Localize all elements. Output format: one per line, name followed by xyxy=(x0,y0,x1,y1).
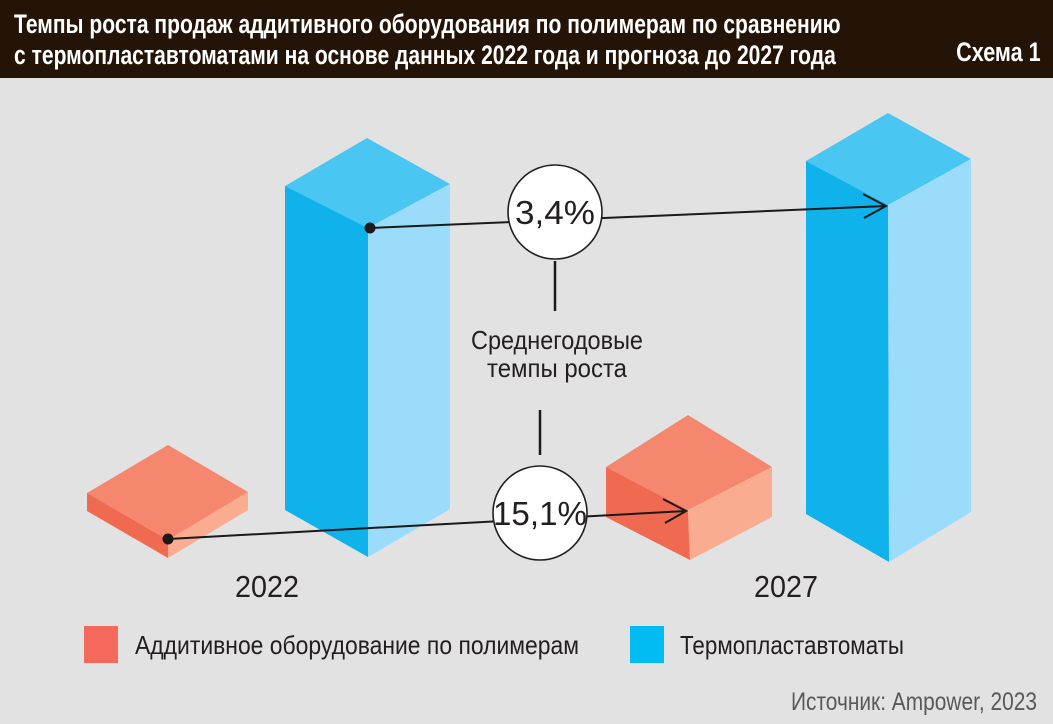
bar-additive-2022 xyxy=(87,445,248,558)
year-label-2027: 2027 xyxy=(754,569,818,604)
chart-title-line-2: с термопластавтоматами на основе данных … xyxy=(14,40,836,70)
bar-additive-2027-right-face xyxy=(688,467,772,560)
arrow-origin-dot-thermoplastic-icon xyxy=(364,222,376,234)
arrowhead-thermoplastic-icon xyxy=(862,193,889,219)
bar-thermoplastic-2022-right-face xyxy=(368,184,450,557)
legend-swatch-additive xyxy=(84,626,118,663)
bar-additive-2022-left-face xyxy=(87,493,168,558)
bar-thermoplastic-2022-top-face xyxy=(285,138,450,228)
chart-header: Темпы роста продаж аддитивного оборудова… xyxy=(0,0,1053,78)
bar-thermoplastic-2027 xyxy=(806,113,971,562)
growth-arrow-additive-line xyxy=(167,510,687,540)
bar-additive-2022-top-face xyxy=(87,445,248,540)
bar-thermoplastic-2022-left-face xyxy=(285,186,368,557)
bar-thermoplastic-2022 xyxy=(285,138,450,557)
growth-badge-thermoplastic xyxy=(507,164,603,260)
source-credit: Источник: Ampower, 2023 xyxy=(791,688,1037,716)
chart-area: 3,4% 15,1% Среднегодовые темпы роста 202… xyxy=(0,78,1053,724)
annotation-line-1: Среднегодовые xyxy=(471,325,643,355)
chart-canvas: 3,4% 15,1% Среднегодовые темпы роста 202… xyxy=(84,113,1037,716)
chart-title-line-1: Темпы роста продаж аддитивного оборудова… xyxy=(14,9,841,39)
legend: Аддитивное оборудование по полимерам Тер… xyxy=(84,626,904,663)
bar-additive-2022-right-face xyxy=(168,492,248,558)
growth-arrow-additive xyxy=(162,498,689,545)
growth-arrow-thermoplastic-line xyxy=(369,205,887,229)
growth-badge-additive xyxy=(492,465,588,561)
bar-additive-2027 xyxy=(606,415,772,560)
bar-additive-2027-top-face xyxy=(606,415,772,510)
growth-value-thermoplastic: 3,4% xyxy=(515,194,595,231)
bar-thermoplastic-2027-left-face xyxy=(806,161,889,562)
growth-arrow-thermoplastic xyxy=(364,193,889,234)
chart-title: Темпы роста продаж аддитивного оборудова… xyxy=(14,9,841,71)
arrow-origin-dot-additive-icon xyxy=(162,533,174,545)
year-label-2022: 2022 xyxy=(235,569,299,604)
annotation-line-2: темпы роста xyxy=(487,353,627,383)
bar-thermoplastic-2027-right-face xyxy=(888,159,971,562)
legend-label-thermoplastic: Термопластавтоматы xyxy=(680,630,904,660)
growth-value-additive: 15,1% xyxy=(493,495,587,532)
scheme-badge: Схема 1 xyxy=(956,37,1041,67)
legend-label-additive: Аддитивное оборудование по полимерам xyxy=(135,630,579,660)
arrowhead-additive-icon xyxy=(662,498,689,524)
legend-swatch-thermoplastic xyxy=(630,626,664,663)
bar-thermoplastic-2027-top-face xyxy=(806,113,971,205)
